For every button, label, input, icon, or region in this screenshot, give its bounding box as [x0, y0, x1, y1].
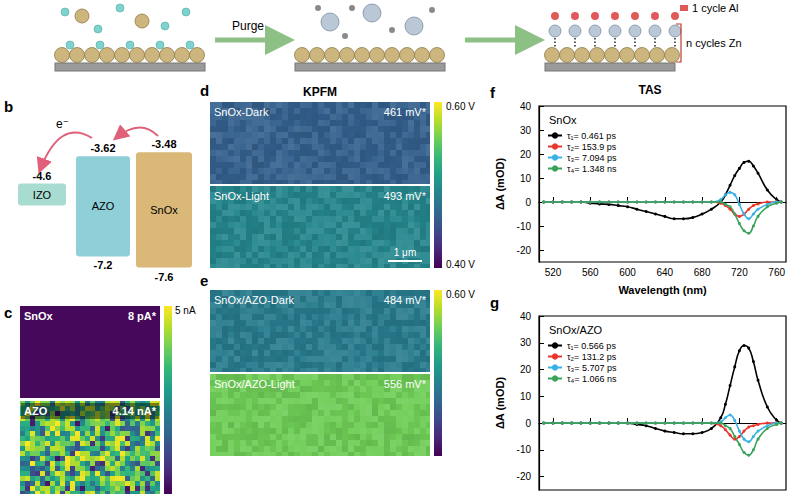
svg-text:τ₄= 1.066 ns: τ₄= 1.066 ns: [567, 374, 617, 384]
svg-text:30: 30: [520, 125, 532, 136]
svg-text:520: 520: [545, 267, 562, 278]
svg-text:τ₁= 0.461 ps: τ₁= 0.461 ps: [567, 131, 616, 141]
svg-text:20: 20: [520, 364, 532, 375]
svg-text:-7.2: -7.2: [94, 259, 113, 271]
svg-text:SnOx/AZO: SnOx/AZO: [549, 324, 603, 336]
svg-text:KPFM: KPFM: [303, 85, 337, 99]
svg-text:SnOx/AZO-Dark: SnOx/AZO-Dark: [214, 294, 295, 306]
svg-text:c: c: [4, 304, 12, 321]
svg-text:-10: -10: [517, 444, 532, 455]
svg-text:10: 10: [520, 173, 532, 184]
svg-text:5 nA: 5 nA: [175, 305, 196, 316]
svg-text:Wavelength (nm): Wavelength (nm): [618, 284, 707, 296]
svg-text:-4.6: -4.6: [33, 170, 52, 182]
svg-text:SnOx: SnOx: [549, 114, 577, 126]
svg-text:-20: -20: [517, 471, 532, 482]
svg-text:SnOx-Dark: SnOx-Dark: [214, 106, 269, 118]
svg-text:b: b: [4, 98, 13, 115]
svg-text:40: 40: [520, 311, 532, 322]
svg-text:-7.6: -7.6: [155, 271, 174, 283]
svg-text:g: g: [490, 294, 499, 311]
svg-text:0.60 V: 0.60 V: [446, 289, 475, 300]
svg-text:8 pA*: 8 pA*: [128, 310, 157, 322]
svg-text:1 μm: 1 μm: [394, 247, 416, 258]
svg-text:-3.48: -3.48: [151, 138, 176, 150]
svg-text:0: 0: [525, 197, 531, 208]
svg-text:680: 680: [694, 267, 711, 278]
svg-text:20: 20: [520, 149, 532, 160]
svg-text:n cycles Zn: n cycles Zn: [686, 37, 742, 49]
svg-text:τ₃= 5.707 ps: τ₃= 5.707 ps: [567, 363, 617, 373]
svg-text:SnOx: SnOx: [150, 204, 178, 216]
svg-text:SnOx: SnOx: [24, 310, 54, 322]
svg-text:484 mV*: 484 mV*: [384, 294, 427, 306]
svg-text:640: 640: [656, 267, 673, 278]
svg-text:1 cycle Al: 1 cycle Al: [692, 2, 738, 14]
svg-text:AZO: AZO: [24, 405, 48, 417]
svg-text:τ₃= 7.094 ps: τ₃= 7.094 ps: [567, 153, 617, 163]
svg-text:556 mV*: 556 mV*: [384, 378, 427, 390]
svg-text:40: 40: [520, 101, 532, 112]
svg-text:τ₁= 0.566 ps: τ₁= 0.566 ps: [567, 341, 616, 351]
svg-text:TAS: TAS: [638, 83, 661, 97]
svg-text:-3.62: -3.62: [90, 142, 115, 154]
svg-text:ΔA (mOD): ΔA (mOD): [494, 377, 506, 429]
svg-text:493 mV*: 493 mV*: [384, 190, 427, 202]
svg-text:SnOx-Light: SnOx-Light: [214, 190, 269, 202]
svg-text:4.14 nA*: 4.14 nA*: [113, 405, 157, 417]
svg-text:760: 760: [768, 267, 785, 278]
svg-text:720: 720: [731, 267, 748, 278]
svg-text:f: f: [490, 84, 496, 101]
svg-text:560: 560: [582, 267, 599, 278]
svg-text:30: 30: [520, 337, 532, 348]
svg-text:0.60 V: 0.60 V: [446, 101, 475, 112]
svg-text:ΔA (mOD): ΔA (mOD): [494, 158, 506, 210]
svg-text:461 mV*: 461 mV*: [384, 106, 427, 118]
svg-text:τ₂= 131.2 ps: τ₂= 131.2 ps: [567, 352, 617, 362]
svg-text:IZO: IZO: [33, 189, 52, 201]
svg-text:-10: -10: [517, 221, 532, 232]
svg-text:-20: -20: [517, 245, 532, 256]
svg-text:Purge: Purge: [232, 19, 264, 33]
svg-text:e⁻: e⁻: [56, 117, 69, 131]
svg-text:τ₂= 153.9 ps: τ₂= 153.9 ps: [567, 142, 617, 152]
svg-text:τ₄= 1.348 ns: τ₄= 1.348 ns: [567, 164, 617, 174]
svg-text:600: 600: [619, 267, 636, 278]
svg-text:e: e: [200, 272, 208, 289]
svg-text:d: d: [200, 82, 209, 99]
svg-text:0: 0: [525, 418, 531, 429]
svg-text:0.40 V: 0.40 V: [446, 259, 475, 270]
svg-text:SnOx/AZO-Light: SnOx/AZO-Light: [214, 378, 295, 390]
svg-text:10: 10: [520, 391, 532, 402]
svg-text:AZO: AZO: [92, 200, 115, 212]
